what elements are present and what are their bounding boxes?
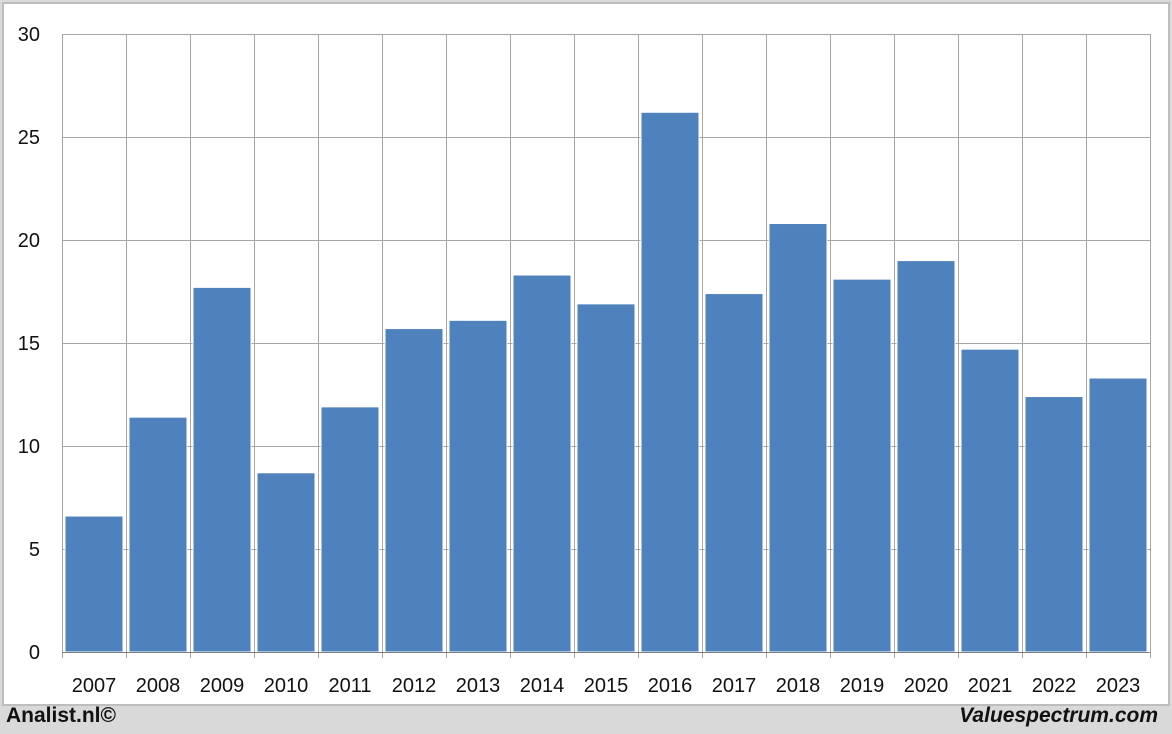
bar-2015: [576, 303, 636, 653]
bar-2013: [448, 319, 508, 653]
y-tick-label-30: 30: [18, 24, 40, 46]
bar-2016: [640, 111, 700, 653]
bar-2009: [192, 286, 252, 653]
x-tick-label-2015: 2015: [584, 675, 629, 697]
y-tick-label-10: 10: [18, 436, 40, 458]
analist-credit: Analist.nl©: [6, 704, 116, 727]
x-tick-label-2014: 2014: [520, 675, 565, 697]
x-tick-label-2016: 2016: [648, 675, 693, 697]
bar-2018: [768, 223, 828, 653]
x-tick-label-2007: 2007: [72, 675, 117, 697]
x-tick-label-2019: 2019: [840, 675, 885, 697]
bar-2010: [256, 472, 316, 653]
x-tick-label-2023: 2023: [1096, 675, 1141, 697]
bar-2008: [128, 416, 188, 653]
x-tick-label-2010: 2010: [264, 675, 309, 697]
bar-2020: [896, 260, 956, 653]
x-tick-label-2018: 2018: [776, 675, 821, 697]
y-tick-label-25: 25: [18, 127, 40, 149]
y-tick-label-0: 0: [29, 642, 40, 664]
bar-2017: [704, 293, 764, 653]
bar-2023: [1088, 377, 1148, 653]
bar-2012: [384, 328, 444, 653]
x-tick-label-2009: 2009: [200, 675, 245, 697]
bar-2019: [832, 278, 892, 653]
x-tick-label-2022: 2022: [1032, 675, 1077, 697]
bar-2022: [1024, 396, 1084, 653]
x-tick-label-2011: 2011: [328, 675, 371, 697]
x-tick-label-2013: 2013: [456, 675, 501, 697]
x-tick-label-2017: 2017: [712, 675, 757, 697]
valuespectrum-credit: Valuespectrum.com: [959, 704, 1158, 727]
bar-2021: [960, 348, 1020, 653]
x-tick-label-2020: 2020: [904, 675, 949, 697]
x-tick-label-2008: 2008: [136, 675, 181, 697]
bar-2007: [64, 515, 124, 653]
x-tick-label-2012: 2012: [392, 675, 437, 697]
bar-2014: [512, 274, 572, 653]
y-tick-label-20: 20: [18, 230, 40, 252]
bar-2011: [320, 406, 380, 653]
y-tick-label-5: 5: [29, 539, 40, 561]
y-tick-label-15: 15: [18, 333, 40, 355]
x-tick-label-2021: 2021: [968, 675, 1013, 697]
